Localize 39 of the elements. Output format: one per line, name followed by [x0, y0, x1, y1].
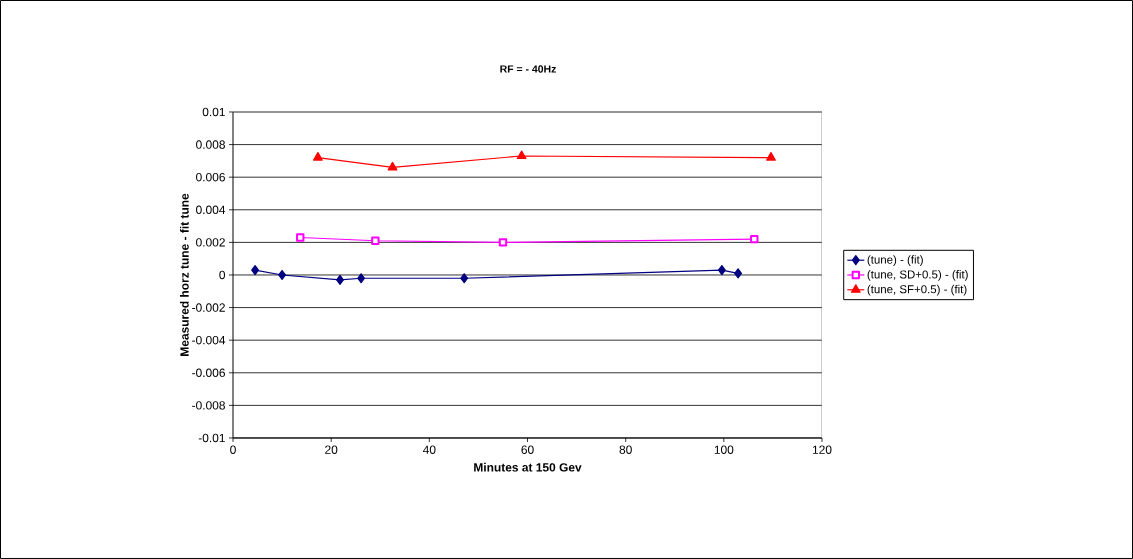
y-tick-label: 0.008	[196, 140, 225, 149]
point	[460, 273, 469, 284]
point	[498, 238, 508, 247]
legend-label: (tune) - (fit)	[867, 255, 923, 266]
legend-label: (tune, SD+0.5) - (fit)	[867, 270, 968, 281]
y-tick-label: -0.002	[192, 303, 225, 312]
x-tick-label: 60	[521, 445, 534, 454]
x-tick-label: 120	[812, 445, 832, 454]
y-tick-label: -0.01	[198, 433, 225, 443]
point	[717, 265, 726, 276]
y-tick-label: 0.006	[196, 172, 225, 182]
point	[766, 152, 776, 161]
x-tick-label: 80	[619, 445, 632, 454]
y-tick-label: -0.004	[192, 335, 226, 345]
x-tick-label: 0	[230, 445, 236, 454]
y-tick-label: -0.008	[192, 401, 225, 410]
y-tick-label: 0.01	[202, 107, 225, 117]
point	[357, 273, 366, 284]
point	[296, 233, 305, 242]
y-axis-title: Measured horz tune - fit tune	[179, 193, 189, 356]
point	[516, 150, 527, 160]
legend-label: (tune, SF+0.5) - (fit)	[867, 284, 967, 296]
point	[371, 236, 380, 245]
point	[278, 269, 287, 281]
point	[336, 274, 344, 285]
y-tick-label: 0.004	[196, 205, 226, 215]
x-tick-label: 40	[422, 445, 436, 454]
x-axis-title: Minutes at 150 Gev	[474, 462, 582, 472]
chart-title: RF = - 40Hz	[500, 65, 556, 73]
point	[387, 161, 398, 171]
y-tick-label: -0.006	[192, 368, 225, 378]
point	[750, 234, 759, 244]
y-tick-label: 0.002	[196, 238, 225, 247]
point	[734, 268, 743, 279]
point	[251, 265, 260, 276]
x-tick-label: 20	[325, 445, 338, 454]
x-tick-label: 100	[714, 445, 734, 454]
point	[313, 152, 323, 161]
y-tick-label: 0	[219, 270, 226, 280]
